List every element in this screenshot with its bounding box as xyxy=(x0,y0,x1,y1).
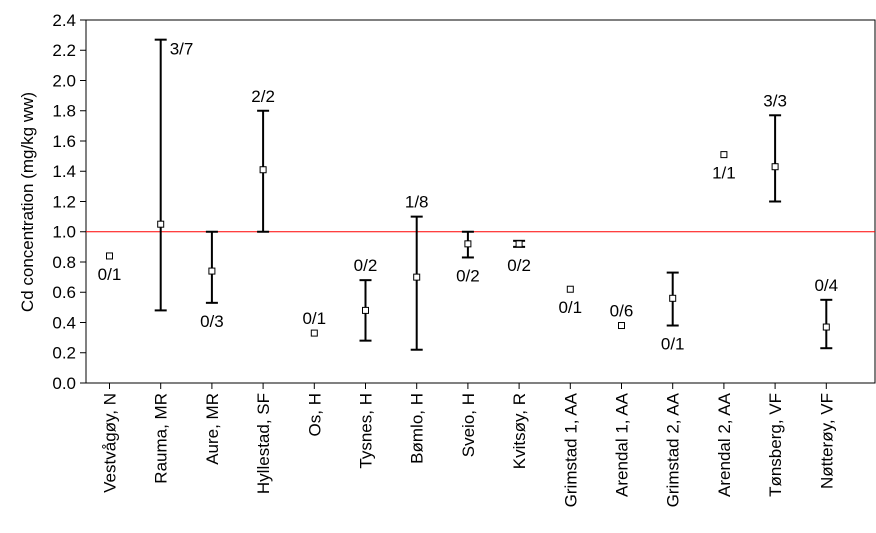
data-point xyxy=(259,166,267,174)
data-point xyxy=(208,267,216,275)
x-category-label: Tønsberg, VF xyxy=(766,393,785,497)
x-category-label: Os, H xyxy=(305,393,324,436)
y-tick-label: 1.8 xyxy=(52,102,76,121)
y-tick-label: 0.0 xyxy=(52,374,76,393)
x-category-label: Hyllestad, SF xyxy=(254,393,273,494)
data-label: 0/2 xyxy=(354,256,378,275)
y-tick-label: 1.0 xyxy=(52,223,76,242)
x-axis: Vestvågøy, N Rauma, MR Aure, MR Hyllestad, … xyxy=(100,383,836,507)
data-point xyxy=(413,273,421,281)
data-point xyxy=(822,323,830,331)
data-label: 0/2 xyxy=(507,256,531,275)
data-marks xyxy=(106,38,833,351)
data-label: 3/3 xyxy=(763,91,787,110)
data-label: 0/4 xyxy=(814,276,838,295)
data-point xyxy=(771,163,779,171)
y-tick-label: 2.0 xyxy=(52,71,76,90)
x-category-label: Arendal 2, AA xyxy=(715,392,734,497)
x-category-label: Bømlo, H xyxy=(408,393,427,464)
data-label: 0/1 xyxy=(98,265,122,284)
y-tick-label: 0.2 xyxy=(52,344,76,363)
data-point xyxy=(618,322,625,330)
data-label: 0/6 xyxy=(610,302,634,321)
data-labels: 0/1 3/7 0/3 2/2 0/1 0/2 1/8 0/2 0/2 0/1 0/6 0/1 1/1 3… xyxy=(98,40,838,354)
data-label: 0/1 xyxy=(558,298,582,317)
y-tick-label: 1.6 xyxy=(52,132,76,151)
y-tick-label: 2.2 xyxy=(52,41,76,60)
data-label: 0/2 xyxy=(456,266,480,285)
y-tick-label: 1.4 xyxy=(52,162,76,181)
data-point xyxy=(669,294,677,302)
x-category-label: Rauma, MR xyxy=(152,393,171,484)
x-category-label: Nøtterøy, VF xyxy=(817,393,836,489)
x-category-label: Kvitsøy, R xyxy=(510,393,529,469)
y-axis: 0.0 0.2 0.4 0.6 0.8 1.0 1.2 1.4 1.6 1.8 2.0 2.2 2.4 xyxy=(52,11,86,393)
data-point xyxy=(566,285,574,293)
data-label: 0/1 xyxy=(302,309,326,328)
data-point xyxy=(720,151,728,159)
y-tick-label: 0.8 xyxy=(52,253,76,272)
y-tick-label: 1.2 xyxy=(52,192,76,211)
x-category-label: Vestvågøy, N xyxy=(100,393,119,493)
data-point xyxy=(106,252,113,260)
y-axis-title: Cd concentration (mg/kg ww) xyxy=(18,92,37,312)
data-point xyxy=(515,240,523,248)
data-point xyxy=(362,306,369,314)
data-point xyxy=(157,220,165,228)
x-category-label: Grimstad 1, AA xyxy=(561,392,580,507)
y-tick-label: 2.4 xyxy=(52,11,76,30)
data-point xyxy=(464,240,472,248)
x-category-label: Aure, MR xyxy=(203,393,222,465)
y-tick-label: 0.6 xyxy=(52,283,76,302)
y-tick-label: 0.4 xyxy=(52,313,76,332)
x-category-label: Sveio, H xyxy=(459,393,478,457)
data-label: 1/8 xyxy=(405,193,429,212)
data-point xyxy=(310,329,318,337)
data-label: 0/3 xyxy=(200,312,224,331)
data-label: 1/1 xyxy=(712,164,736,183)
x-category-label: Tysnes, H xyxy=(356,393,375,469)
x-category-label: Arendal 1, AA xyxy=(612,392,631,497)
x-category-label: Grimstad 2, AA xyxy=(664,392,683,507)
data-label: 0/1 xyxy=(661,335,685,354)
data-label: 3/7 xyxy=(170,40,194,59)
data-label: 2/2 xyxy=(251,87,275,106)
